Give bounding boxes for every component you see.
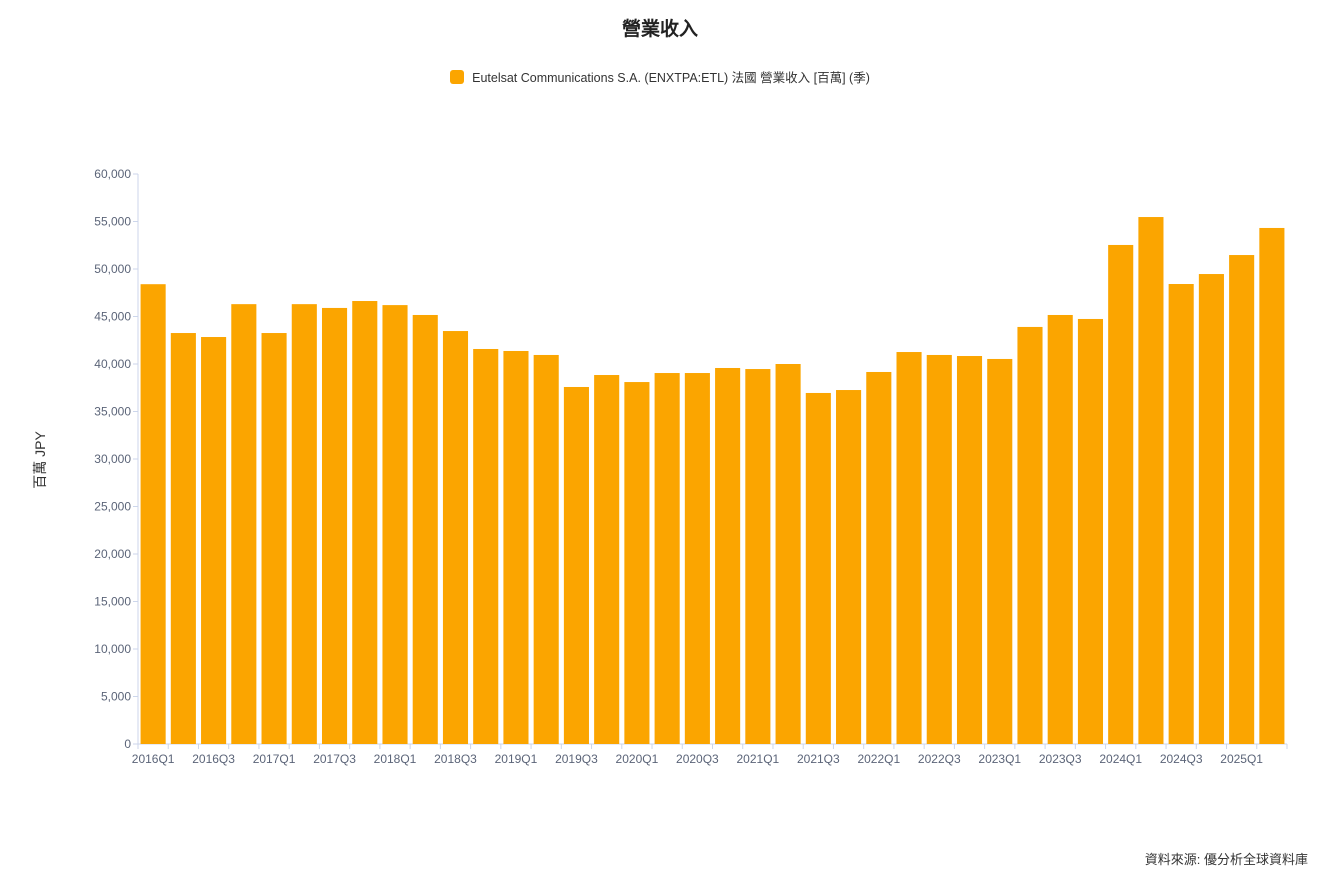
- y-tick-label: 30,000: [94, 452, 131, 466]
- y-tick-label: 25,000: [94, 500, 131, 514]
- x-tick-label: 2019Q1: [495, 752, 538, 766]
- x-tick-label: 2018Q3: [434, 752, 477, 766]
- x-tick-label: 2021Q1: [737, 752, 780, 766]
- source-note: 資料來源: 優分析全球資料庫: [1144, 852, 1308, 867]
- bar: [866, 371, 892, 744]
- y-tick-label: 5,000: [101, 690, 131, 704]
- bar: [442, 331, 469, 744]
- y-tick-label: 20,000: [94, 547, 131, 561]
- chart-title: 營業收入: [621, 19, 698, 40]
- y-tick-label: 40,000: [94, 357, 131, 371]
- legend[interactable]: Eutelsat Communications S.A. (ENXTPA:ETL…: [0, 67, 1320, 86]
- bar: [382, 305, 408, 744]
- x-tick-label: 2020Q1: [616, 752, 659, 766]
- bar: [291, 304, 317, 744]
- bar: [987, 358, 1013, 744]
- legend-swatch: [450, 69, 465, 84]
- x-tick-label: 2018Q1: [374, 752, 417, 766]
- bar: [715, 367, 741, 744]
- y-tick-label: 50,000: [94, 262, 131, 276]
- bar: [745, 369, 771, 744]
- x-tick-label: 2025Q1: [1220, 752, 1263, 766]
- x-tick-label: 2023Q1: [978, 752, 1021, 766]
- x-tick-label: 2017Q3: [313, 752, 356, 766]
- bar: [533, 354, 559, 744]
- bar: [352, 301, 378, 744]
- x-tick-label: 2020Q3: [676, 752, 719, 766]
- bar: [1198, 274, 1224, 744]
- bar: [684, 373, 710, 744]
- y-tick-label: 45,000: [94, 310, 131, 324]
- bar: [956, 356, 983, 744]
- bar: [201, 337, 227, 744]
- bar: [654, 373, 680, 744]
- y-tick-label: 35,000: [94, 405, 131, 419]
- bar: [473, 348, 499, 744]
- bar: [1017, 326, 1043, 744]
- x-tick-label: 2022Q1: [857, 752, 900, 766]
- bar: [775, 364, 801, 744]
- x-tick-label: 2017Q1: [253, 752, 296, 766]
- bar: [1108, 244, 1134, 744]
- bar: [321, 307, 348, 744]
- bar: [1229, 255, 1255, 744]
- bar: [594, 375, 620, 744]
- bar: [1259, 227, 1285, 744]
- x-tick-label: 2019Q3: [555, 752, 598, 766]
- bar: [563, 386, 589, 744]
- bar: [1138, 217, 1164, 744]
- bar: [170, 333, 196, 744]
- y-tick-label: 15,000: [94, 595, 131, 609]
- bar: [836, 390, 862, 744]
- x-tick-label: 2024Q1: [1099, 752, 1142, 766]
- bar: [261, 333, 287, 744]
- bar: [896, 352, 922, 744]
- bar: [1168, 284, 1194, 744]
- bar: [503, 350, 529, 744]
- x-tick-label: 2023Q3: [1039, 752, 1082, 766]
- x-tick-label: 2024Q3: [1160, 752, 1203, 766]
- bar: [624, 382, 650, 744]
- y-tick-label: 55,000: [94, 215, 131, 229]
- bar: [805, 392, 831, 744]
- y-tick-label: 10,000: [94, 642, 131, 656]
- bar: [1077, 318, 1104, 744]
- y-tick-label: 60,000: [94, 167, 131, 181]
- bar: [140, 284, 166, 744]
- bar: [231, 304, 257, 744]
- y-tick-label: 0: [124, 737, 131, 751]
- x-tick-label: 2016Q3: [192, 752, 235, 766]
- x-tick-label: 2016Q1: [132, 752, 175, 766]
- bar: [1047, 314, 1073, 744]
- legend-label: Eutelsat Communications S.A. (ENXTPA:ETL…: [472, 71, 870, 85]
- bar: [412, 314, 438, 744]
- bar: [926, 354, 952, 744]
- x-tick-label: 2022Q3: [918, 752, 961, 766]
- x-tick-label: 2021Q3: [797, 752, 840, 766]
